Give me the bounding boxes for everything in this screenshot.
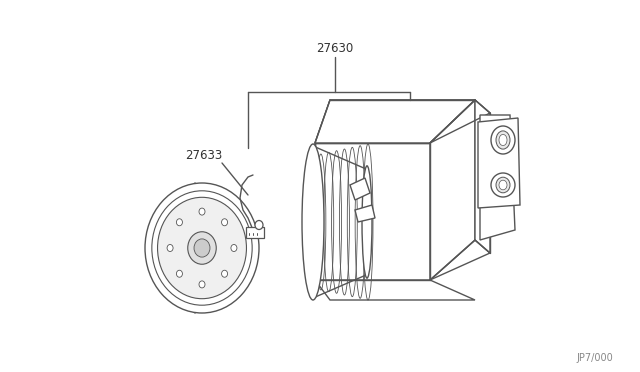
Ellipse shape xyxy=(167,244,173,251)
Ellipse shape xyxy=(188,232,216,264)
Ellipse shape xyxy=(491,173,515,197)
Ellipse shape xyxy=(188,183,202,313)
Ellipse shape xyxy=(499,134,507,145)
Ellipse shape xyxy=(194,239,210,257)
Ellipse shape xyxy=(499,180,507,190)
Polygon shape xyxy=(315,143,430,280)
Polygon shape xyxy=(430,100,475,280)
Ellipse shape xyxy=(496,177,510,193)
Polygon shape xyxy=(475,100,490,253)
Text: 27633: 27633 xyxy=(186,148,223,161)
Polygon shape xyxy=(305,165,315,200)
Polygon shape xyxy=(480,115,515,240)
Ellipse shape xyxy=(152,191,252,305)
Ellipse shape xyxy=(491,126,515,154)
Ellipse shape xyxy=(231,244,237,251)
Text: JP7/000: JP7/000 xyxy=(576,353,613,363)
Polygon shape xyxy=(315,100,490,280)
Ellipse shape xyxy=(221,219,228,226)
Polygon shape xyxy=(315,280,475,300)
Ellipse shape xyxy=(177,219,182,226)
Text: 27630: 27630 xyxy=(316,42,354,55)
Ellipse shape xyxy=(199,208,205,215)
Ellipse shape xyxy=(362,166,372,278)
Ellipse shape xyxy=(157,197,246,299)
Polygon shape xyxy=(330,100,475,143)
Polygon shape xyxy=(478,118,520,208)
Ellipse shape xyxy=(302,144,324,300)
Ellipse shape xyxy=(199,281,205,288)
Ellipse shape xyxy=(221,270,228,277)
Polygon shape xyxy=(350,178,370,200)
FancyBboxPatch shape xyxy=(246,227,264,238)
Polygon shape xyxy=(315,100,475,143)
Ellipse shape xyxy=(145,183,259,313)
Polygon shape xyxy=(355,205,375,222)
Ellipse shape xyxy=(177,270,182,277)
Ellipse shape xyxy=(496,131,510,149)
Ellipse shape xyxy=(255,221,263,230)
